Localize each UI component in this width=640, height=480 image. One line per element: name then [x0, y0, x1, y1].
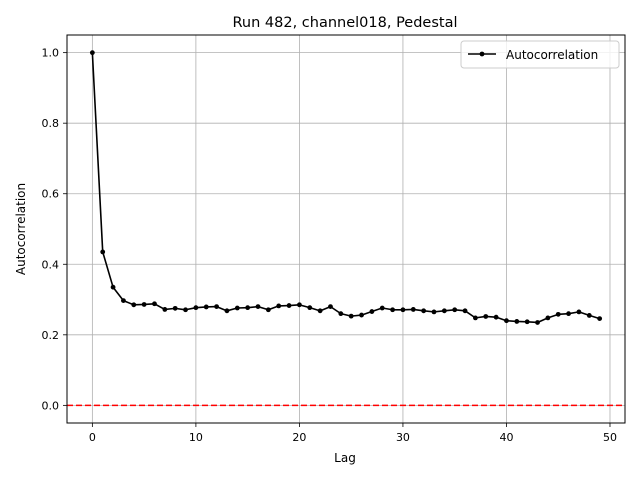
y-tick-label: 0.0 [42, 399, 60, 412]
x-tick-label: 0 [89, 431, 96, 444]
autocorrelation-point [317, 308, 323, 314]
legend-marker-swatch [479, 51, 485, 57]
autocorrelation-point [452, 307, 458, 313]
autocorrelation-point [504, 318, 509, 324]
autocorrelation-point [141, 302, 147, 307]
y-tick-label: 1.0 [42, 47, 60, 60]
autocorrelation-point [193, 305, 199, 311]
autocorrelation-point [576, 309, 582, 315]
x-tick-label: 50 [603, 431, 617, 444]
autocorrelation-point [597, 316, 603, 321]
chart-title: Run 482, channel018, Pedestal [232, 15, 457, 31]
autocorrelation-point [566, 311, 571, 317]
autocorrelation-point [286, 303, 292, 308]
autocorrelation-point [152, 301, 157, 307]
autocorrelation-point [545, 315, 551, 321]
autocorrelation-point [400, 307, 406, 313]
autocorrelation-point [265, 307, 271, 313]
autocorrelation-point [524, 319, 530, 325]
autocorrelation-point [555, 311, 561, 317]
autocorrelation-point [110, 284, 116, 290]
x-axis-label: Lag [334, 451, 356, 465]
x-tick-label: 40 [499, 431, 513, 444]
autocorrelation-point [359, 312, 364, 318]
tick-layer: 0 10 20 30 40 50 0.0 0.2 0.4 0.6 0.8 1.0 [42, 47, 617, 444]
autocorrelation-point [483, 314, 489, 319]
autocorrelation-point [328, 304, 333, 309]
autocorrelation-point [131, 302, 137, 308]
autocorrelation-point [431, 309, 437, 315]
x-tick-label: 30 [396, 431, 410, 444]
autocorrelation-point [473, 315, 478, 321]
autocorrelation-point [421, 308, 427, 314]
legend-box [460, 40, 620, 69]
autocorrelation-point [203, 304, 209, 310]
autocorrelation-point [183, 307, 188, 313]
autocorrelation-point [535, 320, 540, 325]
series-layer [89, 50, 603, 325]
autocorrelation-point [89, 50, 95, 56]
autocorrelation-point [276, 303, 282, 309]
y-tick-label: 0.2 [42, 329, 60, 342]
autocorrelation-point [441, 308, 447, 314]
y-tick-label: 0.6 [42, 188, 60, 201]
autocorrelation-point [255, 304, 261, 309]
legend-entry-label: Autocorrelation [506, 48, 598, 62]
y-axis-label: Autocorrelation [14, 183, 28, 275]
autocorrelation-point [245, 305, 251, 311]
autocorrelation-point [586, 313, 592, 318]
autocorrelation-point [172, 305, 178, 311]
autocorrelation-point [162, 307, 168, 312]
x-tick-label: 20 [292, 431, 306, 444]
autocorrelation-point [297, 302, 302, 308]
autocorrelation-point [338, 311, 344, 317]
autocorrelation-point [493, 314, 499, 320]
autocorrelation-point [390, 307, 395, 313]
x-tick-label: 10 [189, 431, 203, 444]
y-tick-label: 0.8 [42, 117, 60, 130]
autocorrelation-point [307, 305, 313, 311]
autocorrelation-point [410, 307, 416, 312]
autocorrelation-point [369, 309, 375, 314]
autocorrelation-point [121, 298, 126, 304]
legend: Autocorrelation [460, 40, 620, 69]
autocorrelation-point [462, 308, 468, 314]
y-tick-label: 0.4 [42, 258, 60, 271]
autocorrelation-point [214, 304, 219, 309]
autocorrelation-point [224, 308, 230, 314]
autocorrelation-point [234, 305, 240, 311]
autocorrelation-point [348, 313, 354, 319]
autocorrelation-point [514, 319, 520, 324]
autocorrelation-point [379, 305, 385, 311]
plot-area-frame [66, 34, 626, 424]
autocorrelation-point [100, 249, 106, 255]
